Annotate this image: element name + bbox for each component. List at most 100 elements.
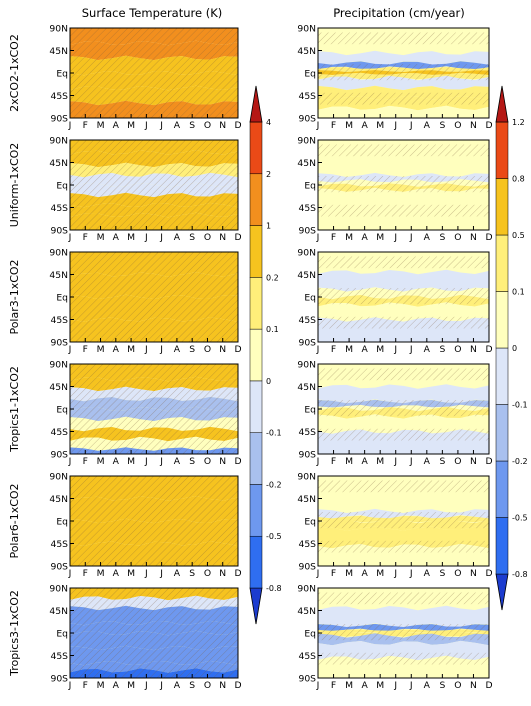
- x-tick-label: M: [97, 680, 105, 691]
- x-tick-label: J: [393, 120, 397, 131]
- x-tick-label: A: [361, 344, 368, 355]
- x-tick-label: M: [127, 568, 135, 579]
- y-tick-label: 45S: [298, 427, 316, 438]
- x-tick-label: D: [234, 120, 241, 131]
- x-tick-label: S: [189, 232, 195, 243]
- row-label: Tropics1-1xCO2: [8, 366, 21, 453]
- precipitation-column-title: Precipitation (cm/year): [333, 6, 465, 20]
- x-tick-label: M: [127, 344, 135, 355]
- significance-hatching: [318, 316, 489, 329]
- x-tick-label: J: [409, 680, 413, 691]
- x-tick-label: J: [159, 344, 163, 355]
- y-tick-label: Eq: [304, 516, 316, 527]
- x-tick-label: D: [485, 680, 492, 691]
- x-tick-label: F: [331, 680, 336, 691]
- x-tick-label: A: [424, 344, 431, 355]
- y-tick-label: Eq: [56, 292, 68, 303]
- y-tick-label: 90N: [49, 247, 68, 258]
- significance-hatching: [318, 512, 489, 529]
- y-tick-label: 45N: [297, 270, 316, 281]
- y-tick-label: 45S: [50, 427, 68, 438]
- significance-hatching: [318, 64, 489, 81]
- x-tick-label: A: [174, 344, 181, 355]
- x-tick-label: J: [159, 568, 163, 579]
- y-tick-label: 45N: [49, 46, 68, 57]
- x-tick-label: O: [204, 232, 211, 243]
- x-tick-label: A: [113, 568, 120, 579]
- x-tick-label: O: [454, 120, 461, 131]
- y-tick-label: 45S: [50, 315, 68, 326]
- y-tick-label: 45S: [298, 651, 316, 662]
- x-tick-label: J: [144, 680, 148, 691]
- colorbar-segment: [495, 291, 509, 349]
- x-tick-label: M: [345, 456, 353, 467]
- x-tick-label: M: [376, 120, 384, 131]
- x-tick-label: D: [234, 344, 241, 355]
- y-tick-label: Eq: [56, 516, 68, 527]
- colorbar-label: -0.1: [266, 429, 282, 438]
- x-tick-label: N: [219, 344, 226, 355]
- y-tick-label: Eq: [56, 180, 68, 191]
- contour-band: [318, 491, 489, 514]
- x-tick-label: N: [219, 120, 226, 131]
- x-tick-label: F: [331, 568, 336, 579]
- x-tick-label: J: [68, 680, 72, 691]
- significance-hatching: [318, 540, 489, 553]
- x-tick-label: F: [83, 568, 88, 579]
- x-tick-label: J: [409, 568, 413, 579]
- x-tick-label: O: [204, 344, 211, 355]
- x-tick-label: M: [127, 456, 135, 467]
- colorbar-label: 4: [266, 118, 271, 127]
- colorbar-label: 0: [266, 377, 271, 386]
- significance-hatching: [318, 368, 489, 381]
- x-tick-label: N: [470, 120, 477, 131]
- row-label: Polar3-1xCO2: [8, 259, 21, 334]
- y-tick-label: 90N: [297, 247, 316, 258]
- y-tick-label: 90S: [298, 337, 316, 348]
- y-tick-label: 45S: [50, 91, 68, 102]
- x-tick-label: J: [144, 232, 148, 243]
- colorbar-label: 0.5: [512, 231, 525, 240]
- x-tick-label: M: [345, 120, 353, 131]
- y-tick-label: Eq: [304, 292, 316, 303]
- x-tick-label: A: [174, 680, 181, 691]
- colorbar-min-arrow: [495, 573, 509, 611]
- colorbar-label: -0.8: [266, 584, 282, 593]
- x-tick-label: N: [470, 456, 477, 467]
- x-tick-label: A: [174, 120, 181, 131]
- x-tick-label: M: [127, 120, 135, 131]
- colorbar-segment: [249, 380, 263, 433]
- x-tick-label: O: [454, 568, 461, 579]
- x-tick-label: J: [68, 232, 72, 243]
- y-tick-label: 45S: [298, 539, 316, 550]
- colorbar-max-arrow: [495, 85, 509, 123]
- colorbar-segment: [495, 178, 509, 236]
- contour-band: [318, 50, 489, 66]
- x-tick-label: J: [68, 120, 72, 131]
- y-tick-label: Eq: [304, 628, 316, 639]
- x-tick-label: D: [234, 456, 241, 467]
- y-tick-label: 45N: [297, 494, 316, 505]
- x-tick-label: M: [345, 344, 353, 355]
- contour-band: [318, 605, 489, 628]
- colorbar-segment: [495, 404, 509, 462]
- y-tick-label: 45N: [49, 606, 68, 617]
- x-tick-label: A: [424, 120, 431, 131]
- y-tick-label: 90S: [298, 673, 316, 684]
- x-tick-label: F: [83, 680, 88, 691]
- colorbar-label: 0.2: [266, 273, 279, 282]
- y-tick-label: 90S: [298, 225, 316, 236]
- y-tick-label: 90N: [297, 471, 316, 482]
- x-tick-label: S: [439, 568, 445, 579]
- x-tick-label: J: [159, 120, 163, 131]
- colorbar-label: 1: [266, 222, 271, 231]
- y-tick-label: 90N: [297, 23, 316, 34]
- x-tick-label: J: [144, 456, 148, 467]
- colorbar-label: -0.5: [512, 514, 528, 523]
- x-tick-label: O: [454, 456, 461, 467]
